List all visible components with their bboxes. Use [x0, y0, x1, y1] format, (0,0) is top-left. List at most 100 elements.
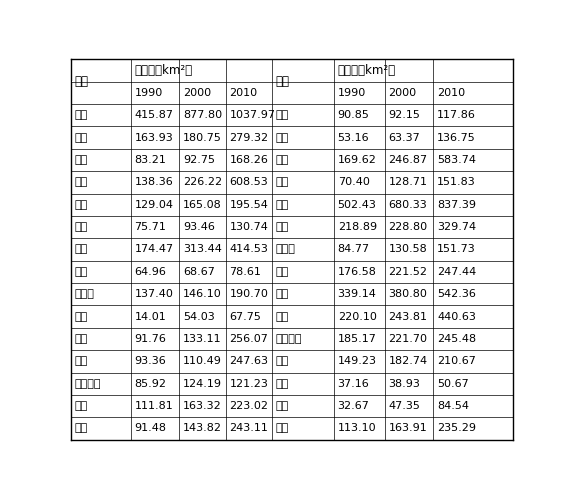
Text: 济南: 济南 [75, 401, 88, 411]
Text: 163.32: 163.32 [183, 401, 222, 411]
Text: 130.74: 130.74 [229, 222, 268, 232]
Text: 92.75: 92.75 [183, 155, 215, 165]
Text: 长春: 长春 [75, 132, 88, 143]
Text: 185.17: 185.17 [337, 334, 377, 344]
Text: 226.22: 226.22 [183, 177, 222, 187]
Text: 113.10: 113.10 [337, 423, 376, 433]
Text: 168.26: 168.26 [229, 155, 268, 165]
Text: 杭州: 杭州 [75, 334, 88, 344]
Text: 680.33: 680.33 [388, 200, 427, 210]
Text: 南京: 南京 [276, 155, 289, 165]
Text: 63.37: 63.37 [388, 132, 420, 143]
Text: 136.75: 136.75 [437, 132, 476, 143]
Text: 137.40: 137.40 [135, 289, 173, 299]
Text: 福州: 福州 [75, 222, 88, 232]
Text: 130.58: 130.58 [388, 245, 427, 254]
Text: 91.48: 91.48 [135, 423, 166, 433]
Text: 83.21: 83.21 [135, 155, 166, 165]
Text: 91.76: 91.76 [135, 334, 166, 344]
Text: 220.10: 220.10 [337, 312, 377, 322]
Text: 太原: 太原 [276, 267, 289, 277]
Text: 78.61: 78.61 [229, 267, 261, 277]
Text: 重庆: 重庆 [75, 200, 88, 210]
Text: 90.85: 90.85 [337, 110, 369, 120]
Text: 2000: 2000 [388, 88, 417, 98]
Text: 228.80: 228.80 [388, 222, 428, 232]
Text: 昆明: 昆明 [75, 423, 88, 433]
Text: 1037.97: 1037.97 [229, 110, 275, 120]
Text: 53.16: 53.16 [337, 132, 369, 143]
Text: 246.87: 246.87 [388, 155, 428, 165]
Text: 329.74: 329.74 [437, 222, 476, 232]
Text: 190.70: 190.70 [229, 289, 268, 299]
Text: 163.93: 163.93 [135, 132, 173, 143]
Text: 广州: 广州 [75, 245, 88, 254]
Text: 贵阳: 贵阳 [75, 267, 88, 277]
Text: 70.40: 70.40 [337, 177, 369, 187]
Text: 1990: 1990 [337, 88, 366, 98]
Text: 143.82: 143.82 [183, 423, 222, 433]
Text: 城市: 城市 [276, 75, 290, 88]
Text: 221.70: 221.70 [388, 334, 428, 344]
Text: 117.86: 117.86 [437, 110, 476, 120]
Text: 67.75: 67.75 [229, 312, 261, 322]
Text: 武汉: 武汉 [276, 312, 289, 322]
Text: 50.67: 50.67 [437, 379, 469, 389]
Text: 502.43: 502.43 [337, 200, 377, 210]
Text: 608.53: 608.53 [229, 177, 268, 187]
Text: 成都: 成都 [75, 177, 88, 187]
Text: 151.73: 151.73 [437, 245, 476, 254]
Text: 176.58: 176.58 [337, 267, 377, 277]
Text: 542.36: 542.36 [437, 289, 476, 299]
Text: 247.63: 247.63 [229, 356, 268, 367]
Bar [273, 81, 333, 82]
Text: 海口: 海口 [75, 312, 88, 322]
Text: 92.15: 92.15 [388, 110, 420, 120]
Text: 38.93: 38.93 [388, 379, 420, 389]
Text: 68.67: 68.67 [183, 267, 215, 277]
Text: 110.49: 110.49 [183, 356, 222, 367]
Text: 583.74: 583.74 [437, 155, 476, 165]
Text: 郑州: 郑州 [276, 423, 289, 433]
Text: 111.81: 111.81 [135, 401, 173, 411]
Text: 上海: 上海 [276, 200, 289, 210]
Text: 169.62: 169.62 [337, 155, 377, 165]
Text: 西宁: 西宁 [276, 379, 289, 389]
Text: 长沙: 长沙 [75, 155, 88, 165]
Text: 哈尔滨: 哈尔滨 [75, 289, 95, 299]
Text: 城市: 城市 [75, 75, 89, 88]
Text: 182.74: 182.74 [388, 356, 428, 367]
Text: 石家庄: 石家庄 [276, 245, 296, 254]
Text: 2010: 2010 [437, 88, 465, 98]
Text: 84.54: 84.54 [437, 401, 469, 411]
Text: 93.46: 93.46 [183, 222, 215, 232]
Text: 133.11: 133.11 [183, 334, 222, 344]
Text: 93.36: 93.36 [135, 356, 166, 367]
Text: 138.36: 138.36 [135, 177, 173, 187]
Text: 南宁: 南宁 [276, 177, 289, 187]
Text: 乌鲁木齐: 乌鲁木齐 [276, 334, 302, 344]
Text: 221.52: 221.52 [388, 267, 428, 277]
Text: 天津: 天津 [276, 289, 289, 299]
Text: 243.11: 243.11 [229, 423, 268, 433]
Text: 440.63: 440.63 [437, 312, 476, 322]
Text: 32.67: 32.67 [337, 401, 369, 411]
Text: 415.87: 415.87 [135, 110, 173, 120]
Text: 339.14: 339.14 [337, 289, 377, 299]
Text: 256.07: 256.07 [229, 334, 268, 344]
Text: 414.53: 414.53 [229, 245, 268, 254]
Text: 163.91: 163.91 [388, 423, 427, 433]
Text: 84.77: 84.77 [337, 245, 370, 254]
Text: 沈阳: 沈阳 [276, 222, 289, 232]
Text: 165.08: 165.08 [183, 200, 222, 210]
Text: 西安: 西安 [276, 356, 289, 367]
Text: 54.03: 54.03 [183, 312, 215, 322]
Text: 合肥: 合肥 [75, 356, 88, 367]
Text: 南昌: 南昌 [276, 132, 289, 143]
Text: 128.71: 128.71 [388, 177, 428, 187]
Text: 235.29: 235.29 [437, 423, 476, 433]
Text: 245.48: 245.48 [437, 334, 476, 344]
Text: 85.92: 85.92 [135, 379, 166, 389]
Text: 151.83: 151.83 [437, 177, 476, 187]
Bar [72, 81, 130, 82]
